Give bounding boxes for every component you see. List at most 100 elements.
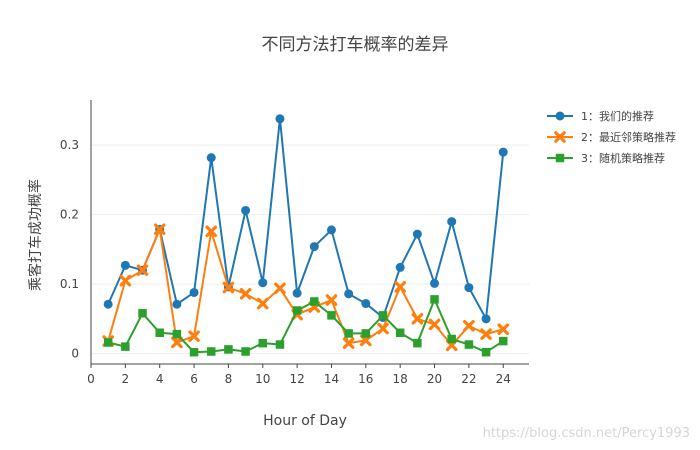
series-1-point (498, 147, 508, 157)
series-2-point (411, 313, 424, 325)
series-3-point (206, 347, 216, 356)
series-3-point (413, 338, 422, 348)
y-tick-label: 0.1 (60, 277, 79, 291)
x-tick-label: 16 (358, 372, 373, 386)
series-3-point (241, 347, 250, 356)
y-tick-label: 0.2 (60, 208, 79, 222)
x-tick-labels: 0 2 4 6 8 10 12 14 16 18 20 22 24 (87, 364, 511, 386)
series-2-point (497, 323, 510, 336)
legend-label: 3：随机策略推荐 (581, 151, 665, 165)
series-3-point (292, 306, 302, 315)
x-tick-label: 8 (225, 372, 233, 386)
axes (90, 100, 529, 365)
x-tick-label: 12 (289, 372, 304, 386)
series-3-point (327, 311, 336, 320)
legend-label: 2：最近邻策略推荐 (581, 130, 676, 144)
x-tick-label: 20 (427, 372, 442, 386)
series-3-point (103, 338, 113, 347)
series-1-line (107, 117, 505, 320)
series-1-point (309, 242, 319, 252)
series-2-point (342, 337, 355, 349)
x-tick-label: 10 (255, 372, 270, 386)
x-tick-label: 2 (122, 372, 130, 386)
x-tick-label: 4 (156, 372, 164, 386)
series-1-point (464, 283, 474, 293)
legend-item-1[interactable]: 1：我们的推荐 (547, 109, 654, 123)
chart-title: 不同方法打车概率的差异 (262, 35, 449, 55)
series-3-point (155, 328, 164, 337)
series-2-point (205, 225, 218, 238)
series-1-point (275, 114, 285, 124)
series-2-point (222, 281, 235, 294)
legend-swatch-marker (555, 153, 565, 163)
series-2-point (428, 318, 441, 331)
series-2-point (480, 328, 492, 340)
series-3-point (361, 329, 371, 338)
series-1-point (344, 289, 354, 299)
series-3-point (224, 345, 233, 354)
series-2-point (256, 297, 269, 310)
series-2-point (239, 288, 252, 300)
series-1-point (292, 288, 302, 298)
series-3-point (258, 338, 268, 348)
series-1-point (395, 262, 405, 272)
series-3-point (378, 311, 388, 320)
y-tick-label: 0.3 (60, 138, 79, 152)
series-3-point (275, 340, 285, 349)
series-3-point (395, 328, 405, 337)
series-1-point (447, 217, 457, 227)
series-1-point (412, 229, 422, 239)
legend-item-2[interactable]: 2：最近邻策略推荐 (547, 130, 676, 144)
series-1-point (361, 299, 371, 309)
series-1-point (326, 225, 336, 235)
series-3-point (310, 297, 319, 306)
series-3-point (481, 347, 491, 357)
series-3-point (447, 334, 456, 344)
series-2-point (463, 319, 475, 332)
series-1-point (241, 205, 251, 215)
series-1-point (206, 153, 216, 163)
x-tick-label: 6 (190, 372, 198, 386)
series-3-point (172, 329, 182, 339)
series-3-point (344, 329, 353, 338)
watermark-text: https://blog.csdn.net/Percy1993 (483, 426, 690, 441)
series-2-point (394, 281, 406, 293)
series-2-point (377, 322, 389, 335)
x-tick-label: 22 (461, 372, 476, 386)
series-3 (103, 295, 508, 357)
x-tick-label: 14 (324, 372, 339, 386)
series-2-point (325, 294, 338, 306)
series-2-point (153, 223, 166, 236)
series-2-point (136, 264, 149, 277)
series-3-point (498, 336, 508, 346)
x-tick-label: 0 (87, 372, 95, 386)
series-3-point (430, 295, 439, 304)
grid (91, 144, 529, 355)
series-1-point (103, 299, 113, 309)
legend-swatch-marker (554, 131, 566, 143)
x-axis-label: Hour of Day (263, 413, 347, 429)
x-tick-label: 24 (496, 372, 511, 386)
legend-label: 1：我们的推荐 (581, 109, 654, 123)
series-layer (102, 114, 510, 357)
series-1-point (430, 278, 440, 288)
series-2-point (171, 336, 183, 349)
series-2-point (188, 330, 200, 343)
legend: 1：我们的推荐 2：最近邻策略推荐 3：随机策略推荐 (547, 109, 676, 165)
series-3-point (138, 309, 147, 318)
series-3-point (121, 342, 130, 351)
x-tick-label: 18 (393, 372, 408, 386)
y-tick-label: 0 (71, 347, 79, 361)
legend-swatch-marker (555, 111, 565, 121)
series-1-point (258, 278, 268, 288)
series-1-point (172, 299, 182, 309)
series-2-point (274, 282, 286, 295)
y-tick-labels: 0 0.1 0.2 0.3 (60, 138, 79, 360)
legend-item-3[interactable]: 3：随机策略推荐 (547, 151, 665, 165)
series-1-point (120, 260, 130, 270)
series-1-point (189, 287, 199, 297)
series-2-point (119, 274, 132, 287)
y-axis-label: 乘客打车成功概率 (27, 179, 44, 291)
